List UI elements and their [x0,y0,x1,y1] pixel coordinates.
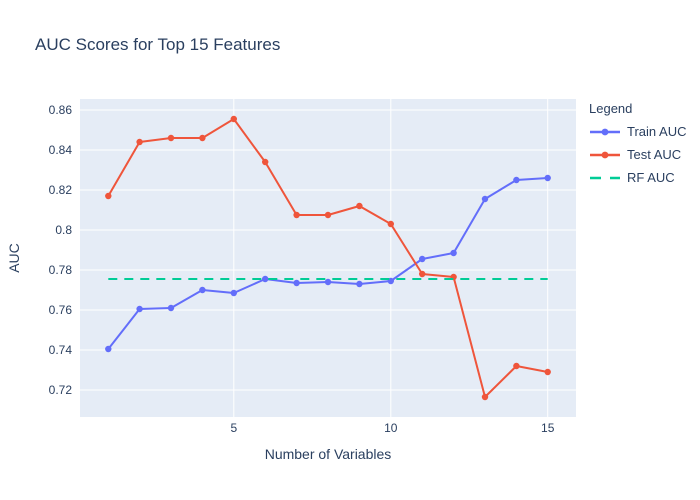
chart-title: AUC Scores for Top 15 Features [35,35,281,54]
data-point[interactable] [262,158,269,166]
data-point[interactable] [230,289,237,297]
data-point[interactable] [105,345,112,353]
data-point[interactable] [167,134,175,142]
y-tick-label: 0.84 [48,143,72,157]
legend-item-label: Train AUC [627,124,687,139]
data-point[interactable] [513,362,520,370]
y-tick-label: 0.86 [48,103,72,117]
data-point[interactable] [356,202,363,210]
data-point[interactable] [324,278,332,286]
data-point[interactable] [513,176,520,184]
legend-title: Legend [589,101,633,116]
data-point[interactable] [199,286,206,294]
series-line-test-auc[interactable] [107,118,548,398]
legend-swatch-dashed-line [590,176,620,179]
legend-items: Train AUC Test AUC RF AUC [589,120,686,189]
x-axis-title: Number of Variables [264,446,392,462]
y-tick-label: 0.78 [48,263,72,277]
y-tick-label: 0.72 [48,383,72,397]
y-tick-label: 0.82 [48,183,72,197]
legend-swatch-line-marker [590,151,620,158]
y-axis-title: AUC [6,243,22,273]
chart-canvas[interactable] [80,99,576,417]
legend-item-train-auc[interactable]: Train AUC [589,120,686,143]
data-point[interactable] [262,275,269,283]
data-point[interactable] [544,174,551,182]
data-point[interactable] [481,195,489,203]
data-point[interactable] [136,138,143,146]
legend-item-label: Test AUC [627,147,682,162]
data-point[interactable] [230,115,237,123]
data-point[interactable] [293,211,300,219]
legend: Legend Train AUC Test AUC RF AUC [589,101,686,189]
x-tick-label: 10 [384,421,398,435]
y-tick-label: 0.74 [48,343,72,357]
data-point[interactable] [544,368,551,376]
legend-item-test-auc[interactable]: Test AUC [589,143,686,166]
legend-swatch-line-marker [590,128,620,135]
plot-area[interactable] [80,99,576,417]
data-point[interactable] [199,134,206,142]
series-line-train-auc[interactable] [107,177,548,350]
y-tick-label: 0.8 [55,223,72,237]
x-tick-label: 15 [541,421,555,435]
data-point[interactable] [419,255,426,263]
y-tick-label: 0.76 [48,303,72,317]
data-point[interactable] [136,305,143,313]
data-point[interactable] [293,279,300,287]
data-point[interactable] [356,280,363,288]
legend-item-label: RF AUC [627,170,675,185]
data-point[interactable] [450,249,457,257]
x-tick-label: 5 [230,421,238,435]
data-point[interactable] [324,211,332,219]
data-point[interactable] [167,304,175,312]
legend-item-rf-auc[interactable]: RF AUC [589,166,686,189]
data-point[interactable] [105,192,112,200]
data-point[interactable] [387,220,394,228]
data-point[interactable] [419,270,426,278]
data-point[interactable] [481,393,489,401]
